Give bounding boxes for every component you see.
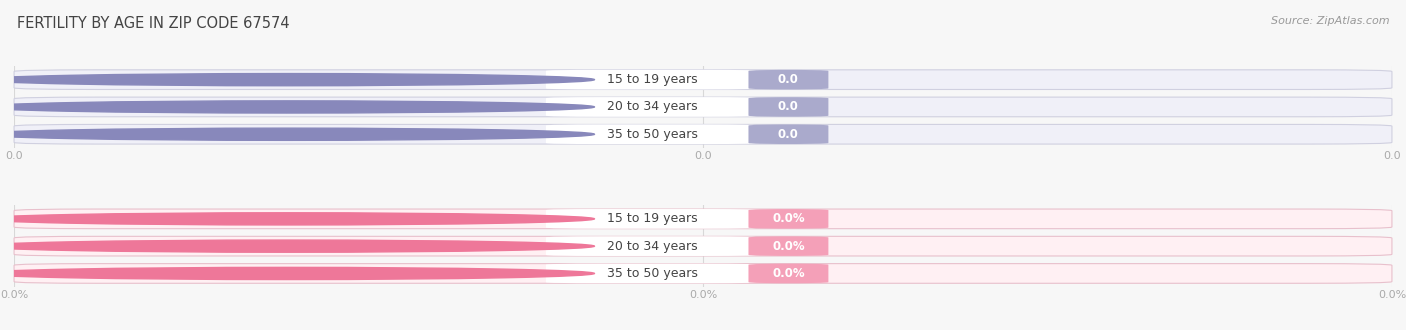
- Text: 20 to 34 years: 20 to 34 years: [607, 100, 697, 114]
- Text: 15 to 19 years: 15 to 19 years: [607, 213, 697, 225]
- Circle shape: [0, 128, 595, 140]
- Text: 35 to 50 years: 35 to 50 years: [607, 128, 699, 141]
- FancyBboxPatch shape: [748, 209, 828, 229]
- FancyBboxPatch shape: [14, 124, 1392, 144]
- Circle shape: [0, 101, 595, 113]
- Text: 0.0: 0.0: [778, 100, 799, 114]
- Circle shape: [0, 267, 595, 280]
- FancyBboxPatch shape: [14, 209, 1392, 229]
- Text: 0.0%: 0.0%: [772, 240, 804, 253]
- Text: 20 to 34 years: 20 to 34 years: [607, 240, 697, 253]
- FancyBboxPatch shape: [14, 97, 1392, 117]
- FancyBboxPatch shape: [748, 70, 828, 89]
- FancyBboxPatch shape: [748, 264, 828, 283]
- Circle shape: [0, 240, 595, 252]
- FancyBboxPatch shape: [14, 236, 1392, 256]
- Text: 0.0: 0.0: [778, 128, 799, 141]
- Text: 0.0%: 0.0%: [772, 267, 804, 280]
- Text: 0.0%: 0.0%: [772, 213, 804, 225]
- Text: FERTILITY BY AGE IN ZIP CODE 67574: FERTILITY BY AGE IN ZIP CODE 67574: [17, 16, 290, 31]
- Text: Source: ZipAtlas.com: Source: ZipAtlas.com: [1271, 16, 1389, 26]
- FancyBboxPatch shape: [748, 97, 828, 117]
- Text: 0.0: 0.0: [778, 73, 799, 86]
- Circle shape: [0, 213, 595, 225]
- FancyBboxPatch shape: [546, 236, 759, 256]
- FancyBboxPatch shape: [14, 70, 1392, 89]
- FancyBboxPatch shape: [546, 124, 759, 144]
- FancyBboxPatch shape: [546, 264, 759, 283]
- Text: 15 to 19 years: 15 to 19 years: [607, 73, 697, 86]
- FancyBboxPatch shape: [748, 124, 828, 144]
- FancyBboxPatch shape: [748, 236, 828, 256]
- FancyBboxPatch shape: [546, 97, 759, 117]
- FancyBboxPatch shape: [546, 209, 759, 229]
- Text: 35 to 50 years: 35 to 50 years: [607, 267, 699, 280]
- FancyBboxPatch shape: [14, 264, 1392, 283]
- Circle shape: [0, 74, 595, 86]
- FancyBboxPatch shape: [546, 70, 759, 89]
